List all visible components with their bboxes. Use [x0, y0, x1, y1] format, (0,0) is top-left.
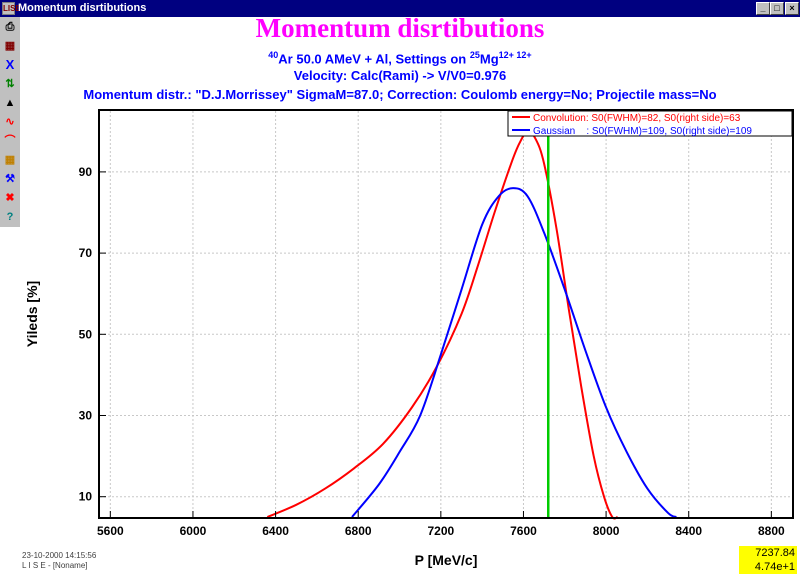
reaction-subtitle: 40Ar 50.0 AMeV + Al, Settings on 25Mg12+…: [0, 50, 800, 66]
close-x-icon[interactable]: X: [5, 57, 15, 72]
minimize-button[interactable]: _: [756, 2, 770, 15]
restore-button[interactable]: □: [770, 2, 784, 15]
y-tick-label: 30: [79, 409, 93, 423]
chart-title: Momentum disrtibutions: [255, 13, 545, 43]
print-icon[interactable]: ⎙: [5, 21, 15, 33]
fragment-charges: 12+ 12+: [498, 50, 532, 60]
momentum-line: Momentum distr.: "D.J.Morrissey" SigmaM=…: [83, 87, 717, 102]
toolbar: ⎙ ▦ X ⇅ ▲ ∿ ⌒ ▦ ⚒ ✖ ?: [0, 17, 20, 227]
fragment-mass-number: 25: [469, 50, 480, 60]
window-title: Momentum disrtibutions: [18, 2, 147, 14]
velocity-line: Velocity: Calc(Rami) -> V/V0=0.976: [293, 68, 507, 83]
legend-box: [507, 110, 793, 137]
grid-layer: [100, 111, 792, 517]
x-tick-label: 6800: [345, 524, 372, 538]
footer-file: L I S E - [Noname]: [22, 561, 88, 570]
x-tick-label: 8800: [758, 524, 785, 538]
x-tick-label: 6400: [262, 524, 289, 538]
series-line-gaussian: [351, 187, 677, 518]
fragment-element: Mg: [479, 51, 499, 67]
projectile-mass-number: 40: [268, 50, 279, 60]
close-button[interactable]: ×: [785, 2, 799, 15]
cursor-readout-y: 4.74e+1: [739, 560, 797, 574]
x-tick-label: 7200: [427, 524, 454, 538]
cursor-readout-x: 7237.84: [739, 546, 797, 560]
x-tick-label: 8000: [593, 524, 620, 538]
color-palette-icon[interactable]: ▲: [4, 97, 16, 109]
reaction-text: Ar 50.0 AMeV + Al, Settings on: [278, 51, 470, 67]
x-tick-label: 7600: [510, 524, 537, 538]
x-axis-label: P [MeV/c]: [415, 552, 478, 568]
legend-label-gaussian: Gaussian : S0(FWHM)=109, S0(right side)=…: [533, 126, 752, 137]
app-icon[interactable]: LISE: [2, 2, 21, 15]
plot-frame: [98, 109, 794, 519]
x-tick-label: 8400: [675, 524, 702, 538]
legend: Convolution: S0(FWHM)=82, S0(right side)…: [507, 110, 793, 137]
legend-label-convolution: Convolution: S0(FWHM)=82, S0(right side)…: [533, 113, 741, 124]
spline-icon[interactable]: ⌒: [4, 135, 16, 147]
x-tick-label: 6000: [180, 524, 207, 538]
curve-style-icon[interactable]: ∿: [5, 116, 15, 128]
y-axis-label: Yileds [%]: [24, 281, 40, 347]
y-tick-label: 50: [79, 327, 93, 341]
series-line-convolution: [266, 130, 618, 520]
printer-setup-icon[interactable]: ▦: [4, 40, 16, 52]
fit-icon[interactable]: ⇅: [5, 78, 15, 90]
tools-icon[interactable]: ⚒: [5, 173, 15, 185]
series-layer: [266, 130, 677, 520]
y-tick-label: 70: [79, 246, 93, 260]
grid-table-icon[interactable]: ▦: [4, 154, 16, 166]
title-bar: LISE Momentum disrtibutions _ □ ×: [0, 0, 800, 17]
tick-layer: 5600 6000 6400 6800 7200 7600 8000 8400 8800 10 30…: [79, 165, 785, 538]
delete-icon[interactable]: ✖: [5, 192, 15, 204]
footer-date: 23-10-2000 14:15:56: [22, 551, 97, 560]
x-tick-label: 5600: [97, 524, 124, 538]
y-tick-label: 90: [79, 165, 93, 179]
help-icon[interactable]: ?: [6, 211, 14, 223]
y-tick-label: 10: [79, 490, 93, 504]
